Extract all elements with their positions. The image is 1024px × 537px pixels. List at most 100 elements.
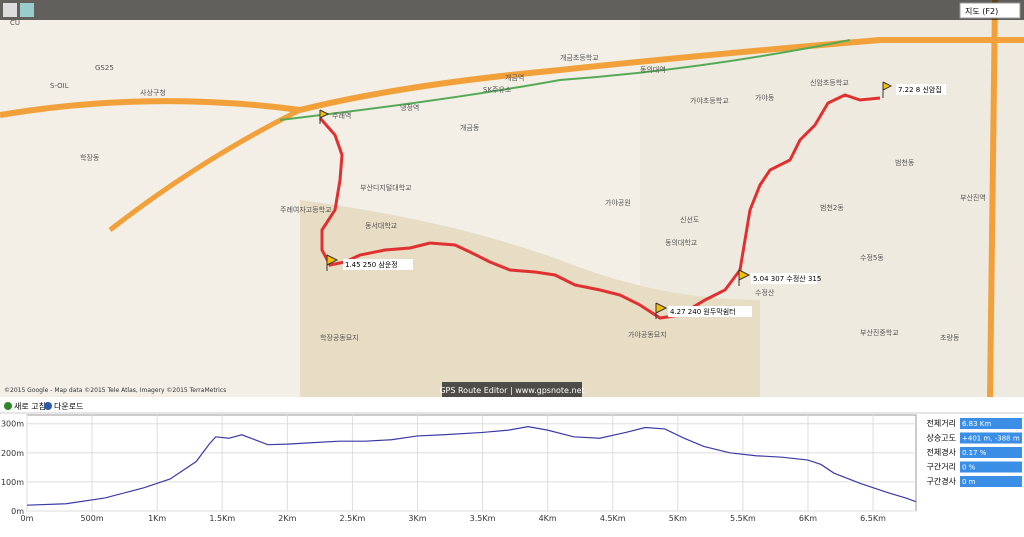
x-tick-label: 3Km: [408, 514, 426, 523]
subway: [279, 39, 851, 121]
map-label: 신암초등학교: [810, 78, 849, 87]
elevation-line: [26, 426, 917, 506]
stat-box: [960, 461, 1022, 473]
map-label: 개금초등학교: [560, 53, 599, 62]
highway: [108, 107, 302, 232]
map-label: 신선도: [680, 215, 700, 224]
tool-icon[interactable]: [3, 3, 17, 17]
stat-value: 0 %: [962, 464, 976, 472]
x-tick-label: 2.5Km: [340, 514, 366, 523]
stat-label: 전체경사: [927, 447, 957, 457]
copyright: ©2015 Google - Map data ©2015 Tele Atlas…: [4, 387, 226, 394]
stat-value: +401 m, -388 m: [962, 435, 1020, 443]
refresh-icon[interactable]: [4, 402, 12, 410]
stat-value: 0.17 %: [962, 449, 987, 457]
map-label: 범천동: [895, 158, 915, 167]
map-label: 부산디지털대학교: [360, 183, 412, 192]
route: [318, 93, 881, 320]
waypoint: 5.04 307 수정산 315: [753, 274, 821, 283]
map-select-label[interactable]: 지도 (F2): [965, 7, 998, 16]
map-label: 가야초등학교: [690, 96, 729, 105]
label-bg: [343, 259, 413, 270]
flag: [738, 269, 751, 286]
download-button[interactable]: 다운로드: [54, 402, 83, 411]
label-bg: [751, 273, 817, 284]
watermark-bg: [442, 382, 582, 397]
stat-value: 0 m: [962, 478, 976, 486]
stat-label: 구간거리: [927, 462, 956, 472]
hill: [300, 200, 760, 397]
map-label: 동서대학교: [365, 221, 398, 230]
x-tick-label: 3.5Km: [470, 514, 496, 523]
x-tick-label: 1Km: [148, 514, 166, 523]
x-tick-label: 4Km: [539, 514, 557, 523]
watermark: GPS Route Editor | www.gpsnote.net: [439, 386, 584, 395]
waypoint: 7.22 8 신암집: [898, 85, 942, 94]
map-label: GS25: [95, 64, 114, 72]
tool-icon[interactable]: [20, 3, 34, 17]
map-label: 부산진역: [960, 193, 986, 202]
stat-label: 구간경사: [927, 476, 957, 486]
map-label: S-OIL: [50, 82, 69, 90]
map-label: 가야공원: [605, 198, 631, 207]
flag: [655, 302, 668, 319]
highway: [0, 37, 1024, 118]
map-label: 동의대학교: [665, 238, 698, 247]
stat-label: 상승고도: [927, 433, 956, 443]
stat-value: 6.83 Km: [962, 420, 991, 428]
plot-area: [26, 414, 917, 512]
map-label: 초량동: [940, 334, 960, 342]
y-tick-label: 200m: [1, 449, 24, 458]
x-tick-label: 6Km: [799, 514, 817, 523]
map-label: 부산진중학교: [860, 328, 899, 337]
x-tick-label: 500m: [81, 514, 104, 523]
flag: [882, 81, 893, 98]
map-label: 가야동: [755, 93, 775, 102]
stat-box: [960, 447, 1022, 458]
y-tick-label: 300m: [1, 420, 24, 429]
flag: [319, 109, 330, 124]
map-label: 가야공동묘지: [628, 330, 667, 339]
waypoint: 1.45 250 삼운정: [345, 260, 398, 269]
elevation-chart: 0m 100m 200m 300m 0m 500m 1Km 1.5Km 2Km 2.5Km 3Km 3…: [1, 414, 917, 523]
stat-box: [960, 418, 1022, 429]
x-tick-label: 1.5Km: [209, 514, 235, 523]
map-label: 학장동: [80, 153, 100, 162]
x-tick-label: 2Km: [278, 514, 296, 523]
x-tick-label: 0m: [21, 514, 34, 523]
waypoint-labels: 7.22 8 신암집 1.45 250 삼운정 4.27 240 원두막쉼터 5…: [343, 84, 946, 317]
download-icon[interactable]: [44, 402, 52, 410]
x-tick-label: 4.5Km: [600, 514, 626, 523]
y-tick-label: 100m: [1, 478, 24, 487]
stats-panel: 전체거리 6.83 Km 상승고도 +401 m, -388 m 전체경사 0.17 % 구…: [927, 418, 1022, 487]
top-bar: [0, 0, 1024, 20]
map-label: 수정산: [755, 288, 775, 297]
stat-box: [960, 432, 1022, 444]
label-bg: [896, 84, 946, 95]
flags: [319, 81, 893, 319]
map-label: 범천2동: [820, 203, 844, 212]
x-tick-label: 5Km: [669, 514, 687, 523]
flag: [326, 254, 339, 271]
label-bg: [668, 306, 752, 317]
x-tick-label: 5.5Km: [730, 514, 756, 523]
map-label: CU: [10, 19, 20, 27]
map-label: 사상구청: [140, 88, 166, 97]
map-label: 수정5동: [860, 253, 884, 262]
map-label: 동의대역: [640, 65, 666, 74]
refresh-button[interactable]: 새로 고침: [14, 402, 46, 411]
stat-box: [960, 476, 1022, 487]
map-select[interactable]: [959, 2, 1021, 19]
map-label: 개금역: [505, 73, 524, 82]
map-label: 주례여자고등학교: [280, 205, 332, 214]
x-tick-label: 6.5Km: [860, 514, 886, 523]
map-label: 학장공동묘지: [320, 333, 359, 342]
highway: [987, 0, 998, 398]
stat-label: 전체거리: [927, 418, 956, 428]
map-label: 냉정역: [400, 103, 419, 112]
map-labels: 주례역 냉정역 개금역 동의대역 부산진역 SK주유소 S-OIL GS25 C…: [10, 19, 986, 342]
waypoint: 4.27 240 원두막쉼터: [670, 307, 736, 316]
map-label: 개금동: [460, 123, 480, 132]
